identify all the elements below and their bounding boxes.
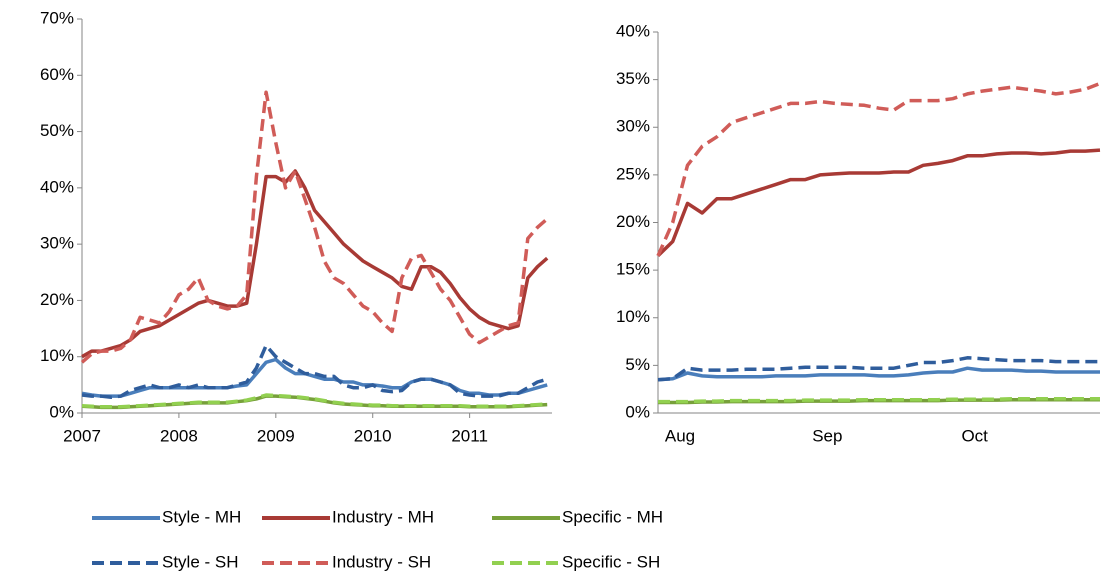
legend-label: Style - MH bbox=[162, 507, 241, 526]
series-line bbox=[656, 148, 1101, 258]
y-tick-label: 60% bbox=[40, 65, 74, 84]
series-line bbox=[657, 356, 1100, 382]
series-line bbox=[80, 90, 549, 364]
x-tick-label: 2007 bbox=[63, 426, 101, 445]
series-line bbox=[81, 357, 548, 398]
legend-label: Specific - MH bbox=[562, 507, 663, 526]
y-tick-label: 25% bbox=[616, 164, 650, 183]
x-tick-label: 2010 bbox=[354, 426, 392, 445]
y-tick-label: 30% bbox=[616, 117, 650, 136]
series-line bbox=[656, 81, 1101, 257]
y-tick-label: 10% bbox=[616, 307, 650, 326]
y-tick-label: 40% bbox=[40, 177, 74, 196]
x-tick-label: 2008 bbox=[160, 426, 198, 445]
legend-label: Specific - SH bbox=[562, 552, 660, 571]
y-tick-label: 30% bbox=[40, 234, 74, 253]
series-line bbox=[657, 366, 1100, 382]
y-tick-label: 20% bbox=[616, 212, 650, 231]
series-line bbox=[81, 169, 549, 359]
x-tick-label: Oct bbox=[961, 426, 988, 445]
series-line bbox=[81, 393, 548, 409]
legend-label: Industry - SH bbox=[332, 552, 431, 571]
y-tick-label: 15% bbox=[616, 260, 650, 279]
x-tick-label: 2009 bbox=[257, 426, 295, 445]
x-tick-label: 2011 bbox=[451, 426, 488, 445]
legend-label: Style - SH bbox=[162, 552, 239, 571]
x-tick-label: Sep bbox=[812, 426, 842, 445]
series-line bbox=[81, 343, 548, 399]
y-tick-label: 50% bbox=[40, 121, 74, 140]
y-tick-label: 10% bbox=[40, 346, 74, 365]
y-tick-label: 0% bbox=[49, 402, 74, 421]
y-tick-label: 40% bbox=[616, 21, 650, 40]
y-tick-label: 20% bbox=[40, 290, 74, 309]
y-tick-label: 35% bbox=[616, 69, 650, 88]
y-tick-label: 0% bbox=[625, 402, 650, 421]
series-line bbox=[658, 396, 1100, 404]
y-tick-label: 70% bbox=[40, 8, 74, 27]
legend-label: Industry - MH bbox=[332, 507, 434, 526]
x-tick-label: Aug bbox=[665, 426, 695, 445]
y-tick-label: 5% bbox=[625, 355, 650, 374]
